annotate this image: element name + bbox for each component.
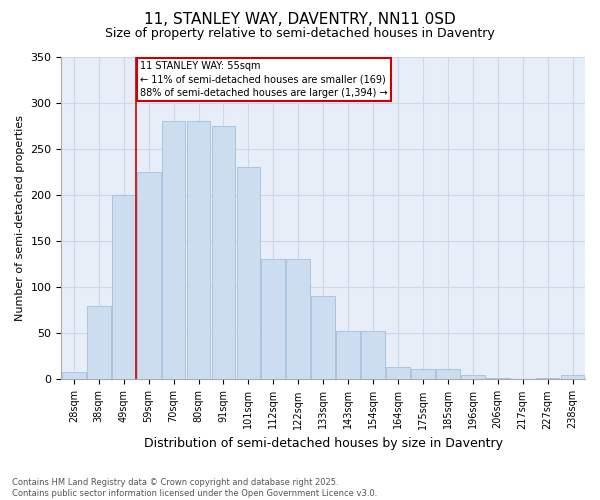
Bar — [236, 167, 260, 380]
Bar — [560, 375, 584, 380]
Text: Contains HM Land Registry data © Crown copyright and database right 2025.
Contai: Contains HM Land Registry data © Crown c… — [12, 478, 377, 498]
Bar — [361, 332, 385, 380]
Bar — [187, 121, 211, 380]
Bar — [461, 375, 485, 380]
Bar — [137, 172, 161, 380]
Text: Size of property relative to semi-detached houses in Daventry: Size of property relative to semi-detach… — [105, 28, 495, 40]
Bar — [87, 306, 110, 380]
Bar — [311, 296, 335, 380]
Bar — [262, 260, 285, 380]
Y-axis label: Number of semi-detached properties: Number of semi-detached properties — [15, 115, 25, 321]
Bar — [386, 368, 410, 380]
Bar — [286, 260, 310, 380]
Bar — [62, 372, 86, 380]
Bar — [112, 195, 136, 380]
Bar — [511, 378, 535, 380]
Text: 11 STANLEY WAY: 55sqm
← 11% of semi-detached houses are smaller (169)
88% of sem: 11 STANLEY WAY: 55sqm ← 11% of semi-deta… — [140, 61, 388, 98]
Bar — [162, 121, 185, 380]
Title: 11, STANLEY WAY, DAVENTRY, NN11 0SD
Size of property relative to semi-detached h: 11, STANLEY WAY, DAVENTRY, NN11 0SD Size… — [0, 499, 1, 500]
Text: 11, STANLEY WAY, DAVENTRY, NN11 0SD: 11, STANLEY WAY, DAVENTRY, NN11 0SD — [144, 12, 456, 28]
Bar — [536, 378, 559, 380]
Bar — [411, 370, 435, 380]
Bar — [336, 332, 360, 380]
Bar — [212, 126, 235, 380]
Bar — [486, 378, 509, 380]
X-axis label: Distribution of semi-detached houses by size in Daventry: Distribution of semi-detached houses by … — [144, 437, 503, 450]
Bar — [436, 370, 460, 380]
